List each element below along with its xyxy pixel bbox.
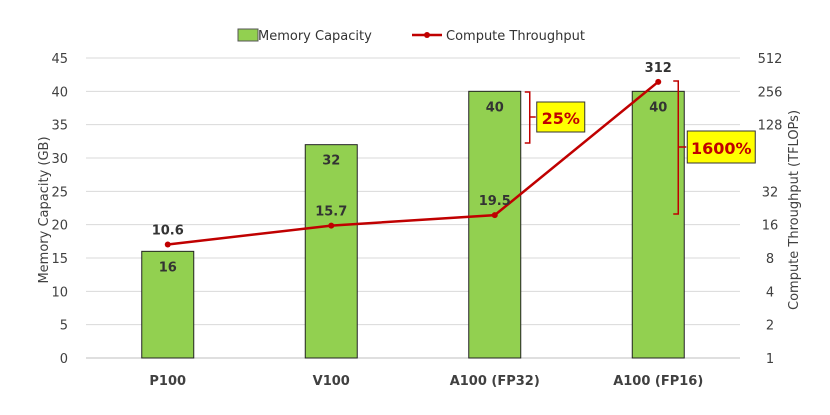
x-tick-label: P100 — [149, 374, 186, 389]
bracket-25 — [524, 91, 536, 144]
bracket-1600 — [673, 80, 687, 215]
callout-1600-text: 1600% — [691, 139, 752, 158]
callout-25-box — [536, 101, 586, 133]
y-right-tick-label: 16 — [762, 219, 779, 234]
line-data-label: 10.6 — [152, 223, 184, 238]
line-data-label: 312 — [645, 61, 672, 76]
y-right-tick-label: 32 — [762, 185, 779, 200]
y-right-tick-label: 1 — [766, 352, 774, 367]
y-left-tick-label: 0 — [60, 352, 68, 367]
y-left-tick-label: 40 — [51, 85, 68, 100]
legend-bar-swatch — [237, 28, 259, 42]
y-right-tick-label: 512 — [758, 52, 783, 67]
callouts: 25% 1600% — [524, 80, 756, 215]
gridlines — [86, 57, 740, 326]
legend: Memory Capacity Compute Throughput — [237, 28, 585, 44]
callout-1600-box — [686, 130, 756, 164]
bar-data-label: 32 — [322, 154, 340, 169]
left-axis-ticks: 0 5 10 15 20 25 30 35 40 45 — [51, 52, 68, 367]
bar — [468, 90, 522, 359]
x-tick-label: A100 (FP16) — [613, 374, 703, 389]
y-left-tick-label: 45 — [51, 52, 68, 67]
y-left-tick-label: 10 — [51, 285, 68, 300]
y-left-tick-label: 5 — [60, 319, 68, 334]
bar-data-label: 40 — [649, 100, 667, 115]
y-left-tick-label: 25 — [51, 185, 68, 200]
y-right-tick-label: 4 — [766, 285, 774, 300]
line-point — [164, 241, 171, 248]
line-data-label: 15.7 — [315, 205, 347, 220]
line-data-label: 19.5 — [479, 194, 511, 209]
line-point — [491, 212, 498, 219]
compute-line — [167, 80, 660, 246]
y-right-tick-label: 8 — [766, 252, 774, 267]
legend-memory-label: Memory Capacity — [258, 29, 372, 44]
bar — [141, 250, 195, 359]
y-right-tick-label: 128 — [758, 119, 783, 134]
bar — [304, 144, 358, 359]
y-axis-right-title: Compute Throughput (TFLOPs) — [787, 110, 802, 310]
x-tick-label: V100 — [313, 374, 350, 389]
callout-25-text: 25% — [542, 109, 580, 128]
y-left-tick-label: 35 — [51, 119, 68, 134]
line-series: 10.6 15.7 19.5 312 — [152, 61, 672, 248]
bar-data-label: 16 — [159, 260, 177, 275]
legend-line-marker — [424, 32, 430, 38]
y-axis-left-title: Memory Capacity (GB) — [37, 136, 52, 283]
line-point — [655, 78, 662, 85]
bar-series: 16 32 40 40 — [141, 90, 685, 359]
y-left-tick-label: 30 — [51, 152, 68, 167]
line-point — [328, 222, 335, 229]
right-axis-ticks: 1 2 4 8 16 32 128 256 512 — [758, 52, 783, 367]
x-tick-label: A100 (FP32) — [450, 374, 540, 389]
y-left-tick-label: 15 — [51, 252, 68, 267]
legend-compute-label: Compute Throughput — [446, 29, 585, 44]
y-right-tick-label: 256 — [758, 85, 783, 100]
y-left-tick-label: 20 — [51, 219, 68, 234]
y-right-tick-label: 2 — [766, 319, 774, 334]
bar-data-label: 40 — [486, 100, 504, 115]
bar — [631, 90, 685, 359]
category-labels: P100 V100 A100 (FP32) A100 (FP16) — [149, 374, 703, 389]
